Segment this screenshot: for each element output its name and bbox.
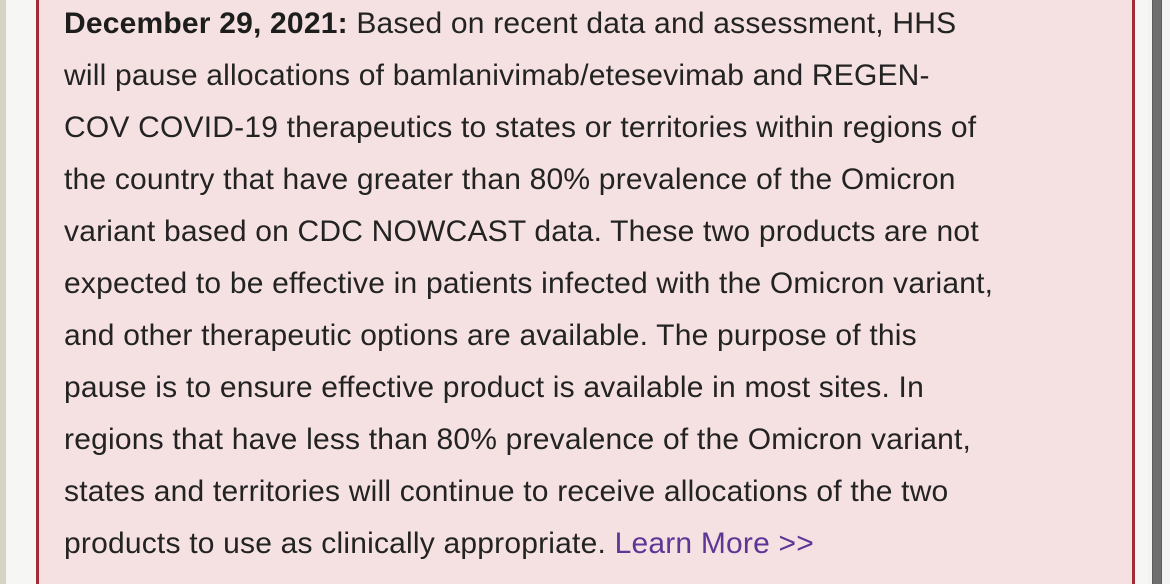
notice-paragraph: December 29, 2021: Based on recent data … <box>39 0 1132 570</box>
notice-date-label: December 29, 2021: <box>64 7 348 40</box>
learn-more-link[interactable]: Learn More >> <box>614 527 814 560</box>
notice-line: December 29, 2021: Based on recent data … <box>64 0 1104 50</box>
scrollbar-track[interactable] <box>1148 0 1170 584</box>
notice-line: and other therapeutic options are availa… <box>64 319 917 352</box>
notice-line: variant based on CDC NOWCAST data. These… <box>64 215 979 248</box>
notice-line: COV COVID-19 therapeutics to states or t… <box>64 111 977 144</box>
notice-line: products to use as clinically appropriat… <box>64 518 1104 570</box>
notice-banner: December 29, 2021: Based on recent data … <box>36 0 1135 584</box>
notice-line: the country that have greater than 80% p… <box>64 163 956 196</box>
notice-line: expected to be effective in patients inf… <box>64 267 994 300</box>
notice-line: regions that have less than 80% prevalen… <box>64 423 972 456</box>
notice-line: pause is to ensure effective product is … <box>64 371 924 404</box>
screen-edge-strip <box>0 0 6 584</box>
notice-line: will pause allocations of bamlanivimab/e… <box>64 59 930 92</box>
notice-line: states and territories will continue to … <box>64 475 949 508</box>
notice-line-text: Based on recent data and assessment, HHS <box>347 7 957 40</box>
notice-line-text: products to use as clinically appropriat… <box>64 527 615 560</box>
scrollbar-thumb[interactable] <box>1152 0 1162 584</box>
